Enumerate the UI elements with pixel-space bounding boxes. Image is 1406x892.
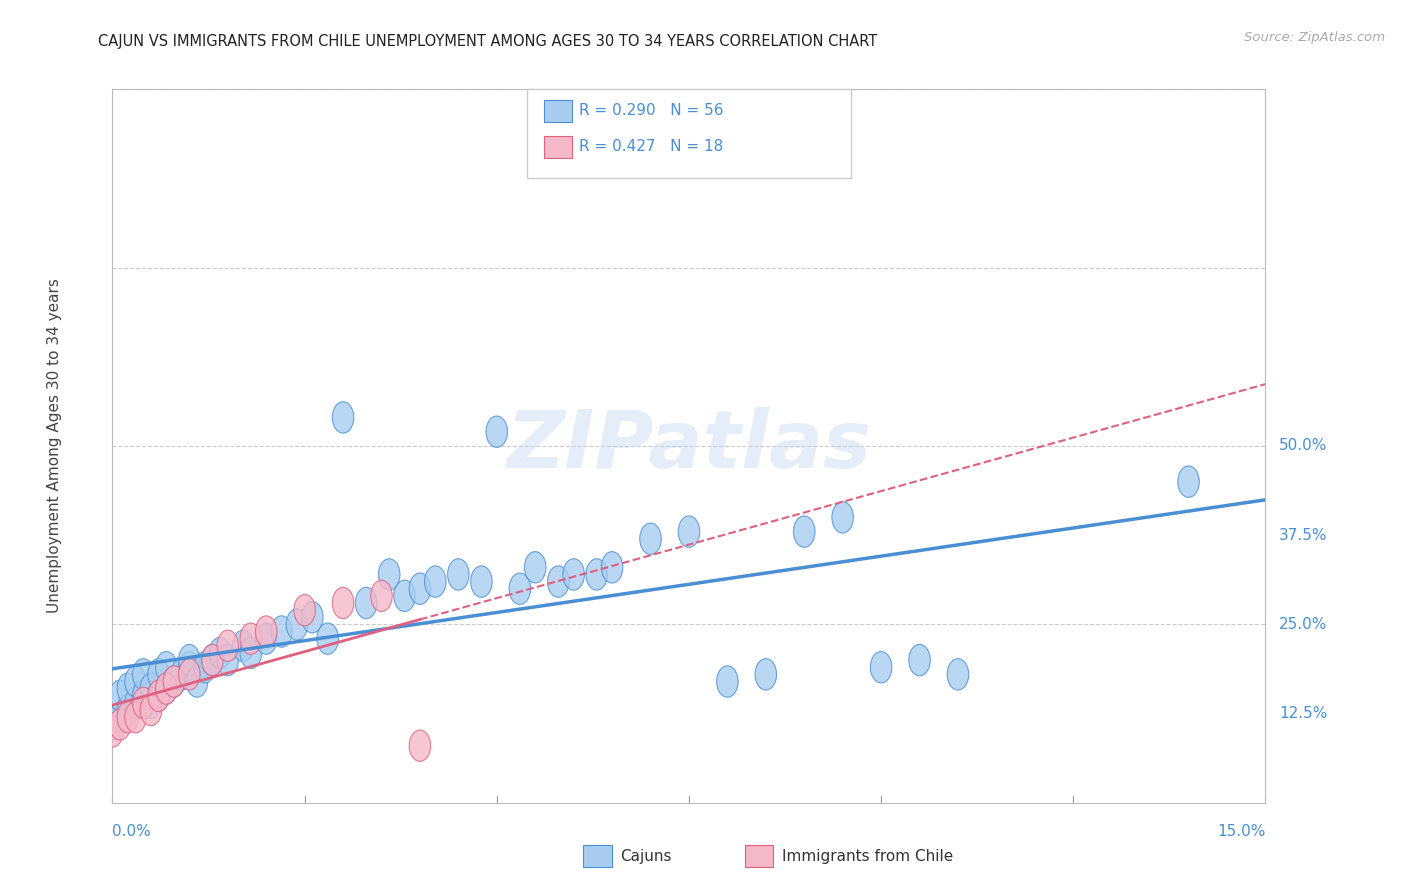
Ellipse shape bbox=[179, 644, 200, 676]
Ellipse shape bbox=[409, 730, 430, 762]
Ellipse shape bbox=[156, 651, 177, 683]
Ellipse shape bbox=[125, 701, 146, 733]
Ellipse shape bbox=[125, 665, 146, 698]
Ellipse shape bbox=[110, 708, 131, 740]
Text: R = 0.290   N = 56: R = 0.290 N = 56 bbox=[579, 103, 724, 118]
Ellipse shape bbox=[524, 551, 546, 583]
Ellipse shape bbox=[141, 687, 162, 719]
Ellipse shape bbox=[301, 601, 323, 633]
Ellipse shape bbox=[156, 673, 177, 705]
Ellipse shape bbox=[316, 623, 339, 655]
Ellipse shape bbox=[717, 665, 738, 698]
Ellipse shape bbox=[486, 416, 508, 448]
Ellipse shape bbox=[148, 680, 169, 712]
Ellipse shape bbox=[132, 658, 155, 690]
Ellipse shape bbox=[602, 551, 623, 583]
Ellipse shape bbox=[755, 658, 776, 690]
Ellipse shape bbox=[117, 673, 139, 705]
Ellipse shape bbox=[201, 644, 224, 676]
Text: 15.0%: 15.0% bbox=[1218, 824, 1265, 839]
Ellipse shape bbox=[447, 558, 470, 591]
Ellipse shape bbox=[509, 573, 530, 605]
Ellipse shape bbox=[908, 644, 931, 676]
Ellipse shape bbox=[217, 630, 239, 662]
Ellipse shape bbox=[117, 701, 139, 733]
Ellipse shape bbox=[471, 566, 492, 598]
Ellipse shape bbox=[232, 630, 254, 662]
Ellipse shape bbox=[101, 715, 124, 747]
Ellipse shape bbox=[179, 658, 200, 690]
Text: 0.0%: 0.0% bbox=[112, 824, 152, 839]
Text: Unemployment Among Ages 30 to 34 years: Unemployment Among Ages 30 to 34 years bbox=[48, 278, 62, 614]
Ellipse shape bbox=[186, 665, 208, 698]
Ellipse shape bbox=[163, 665, 184, 698]
Ellipse shape bbox=[125, 687, 146, 719]
Ellipse shape bbox=[640, 523, 661, 555]
Ellipse shape bbox=[110, 680, 131, 712]
Text: 50.0%: 50.0% bbox=[1279, 439, 1327, 453]
Ellipse shape bbox=[148, 658, 169, 690]
Ellipse shape bbox=[132, 687, 155, 719]
Ellipse shape bbox=[378, 558, 399, 591]
Ellipse shape bbox=[240, 637, 262, 669]
Ellipse shape bbox=[332, 401, 354, 434]
Ellipse shape bbox=[201, 644, 224, 676]
Ellipse shape bbox=[287, 608, 308, 640]
Ellipse shape bbox=[678, 516, 700, 548]
Text: 25.0%: 25.0% bbox=[1279, 617, 1327, 632]
Ellipse shape bbox=[870, 651, 891, 683]
Ellipse shape bbox=[101, 708, 124, 740]
Text: CAJUN VS IMMIGRANTS FROM CHILE UNEMPLOYMENT AMONG AGES 30 TO 34 YEARS CORRELATIO: CAJUN VS IMMIGRANTS FROM CHILE UNEMPLOYM… bbox=[98, 34, 877, 49]
Ellipse shape bbox=[256, 615, 277, 648]
Text: Immigrants from Chile: Immigrants from Chile bbox=[782, 849, 953, 863]
Ellipse shape bbox=[832, 501, 853, 533]
Ellipse shape bbox=[132, 680, 155, 712]
Ellipse shape bbox=[172, 658, 193, 690]
Ellipse shape bbox=[1178, 466, 1199, 498]
Ellipse shape bbox=[394, 580, 415, 612]
Ellipse shape bbox=[148, 680, 169, 712]
Ellipse shape bbox=[194, 651, 215, 683]
Ellipse shape bbox=[117, 694, 139, 726]
Ellipse shape bbox=[110, 701, 131, 733]
Text: 12.5%: 12.5% bbox=[1279, 706, 1327, 721]
Ellipse shape bbox=[209, 637, 231, 669]
Text: R = 0.427   N = 18: R = 0.427 N = 18 bbox=[579, 139, 724, 153]
Ellipse shape bbox=[547, 566, 569, 598]
Ellipse shape bbox=[356, 587, 377, 619]
Text: 37.5%: 37.5% bbox=[1279, 528, 1327, 542]
Ellipse shape bbox=[332, 587, 354, 619]
Ellipse shape bbox=[948, 658, 969, 690]
Ellipse shape bbox=[562, 558, 585, 591]
Ellipse shape bbox=[163, 665, 184, 698]
Ellipse shape bbox=[425, 566, 446, 598]
Ellipse shape bbox=[179, 651, 200, 683]
Ellipse shape bbox=[586, 558, 607, 591]
Ellipse shape bbox=[217, 644, 239, 676]
Ellipse shape bbox=[141, 694, 162, 726]
Text: Cajuns: Cajuns bbox=[620, 849, 672, 863]
Ellipse shape bbox=[371, 580, 392, 612]
Ellipse shape bbox=[271, 615, 292, 648]
Ellipse shape bbox=[409, 573, 430, 605]
Ellipse shape bbox=[141, 673, 162, 705]
Text: ZIPatlas: ZIPatlas bbox=[506, 407, 872, 485]
Ellipse shape bbox=[793, 516, 815, 548]
Text: Source: ZipAtlas.com: Source: ZipAtlas.com bbox=[1244, 31, 1385, 45]
Ellipse shape bbox=[256, 623, 277, 655]
Ellipse shape bbox=[156, 673, 177, 705]
Ellipse shape bbox=[240, 623, 262, 655]
Ellipse shape bbox=[294, 594, 315, 626]
